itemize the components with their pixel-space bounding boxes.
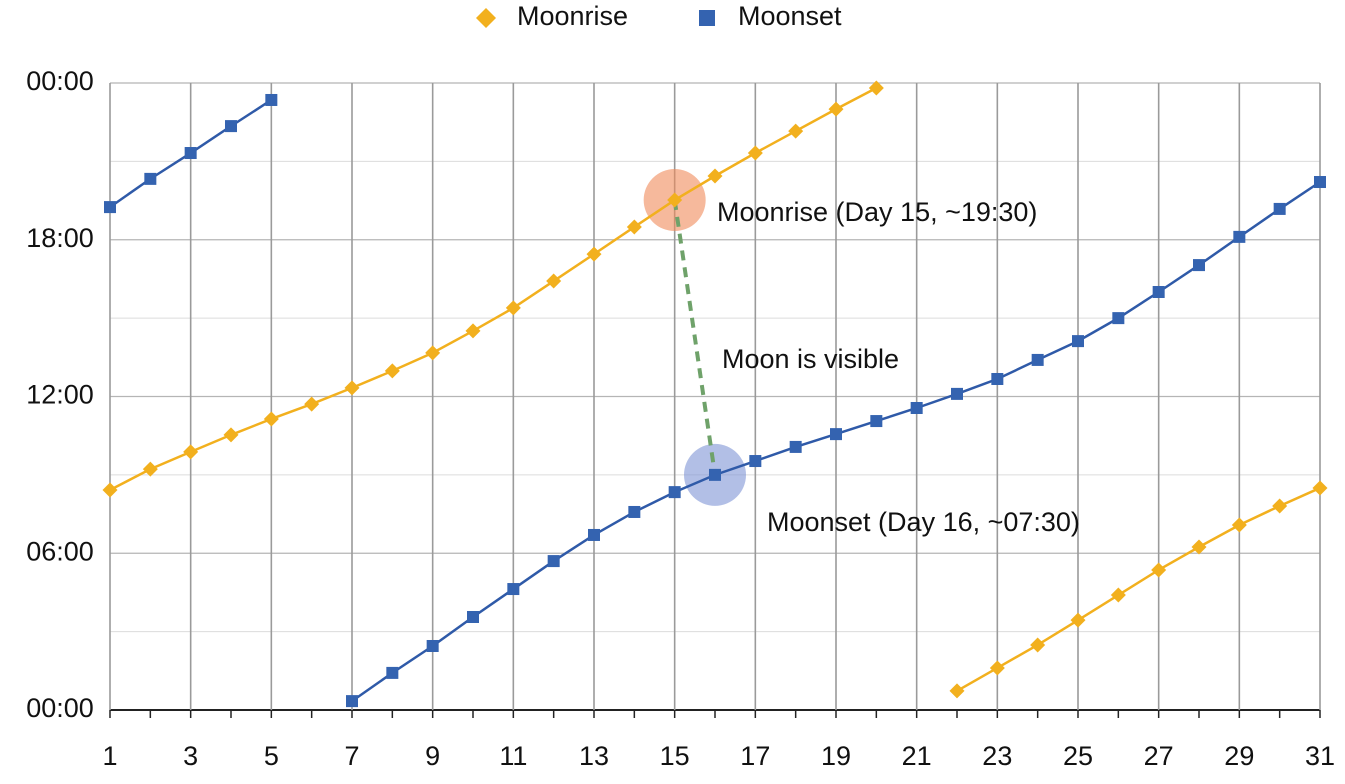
y-tick-label: 00:00: [26, 66, 94, 96]
x-tick-label: 25: [1063, 741, 1093, 771]
marker: [628, 505, 641, 518]
legend-label: Moonrise: [517, 1, 628, 31]
marker: [344, 380, 360, 396]
marker: [989, 660, 1005, 676]
annotation: Moonrise (Day 15, ~19:30): [717, 197, 1037, 227]
marker: [547, 555, 560, 568]
marker: [910, 401, 923, 414]
marker: [870, 415, 883, 428]
x-tick-label: 1: [102, 741, 117, 771]
visibility-connector: [672, 199, 717, 476]
marker: [1031, 353, 1044, 366]
marker: [1233, 230, 1246, 243]
y-tick-label: 00:00: [26, 693, 94, 723]
marker: [747, 145, 763, 161]
marker: [183, 444, 199, 460]
marker: [102, 482, 118, 498]
marker: [223, 427, 239, 443]
y-tick-label: 12:00: [26, 380, 94, 410]
marker: [1273, 202, 1286, 215]
marker: [626, 219, 642, 235]
marker: [668, 486, 681, 499]
marker: [386, 666, 399, 679]
marker: [426, 639, 439, 652]
marker: [667, 192, 683, 208]
marker: [1193, 259, 1205, 272]
series-line: [109, 86, 1321, 693]
marker: [144, 172, 157, 185]
marker: [467, 610, 479, 623]
marker: [1231, 517, 1247, 533]
marker: [1152, 286, 1165, 298]
marker: [868, 80, 884, 96]
marker: [1312, 480, 1328, 496]
marker: [1110, 587, 1126, 603]
y-tick-label: 18:00: [26, 223, 94, 253]
marker: [104, 201, 116, 214]
x-tick-label: 7: [344, 741, 359, 771]
y-tick-label: 06:00: [26, 536, 94, 566]
x-tick-label: 3: [183, 741, 198, 771]
marker: [1151, 562, 1167, 578]
marker: [828, 101, 844, 117]
marker: [788, 123, 804, 139]
marker: [346, 695, 358, 708]
marker: [1272, 498, 1288, 514]
marker: [1072, 335, 1084, 348]
marker: [951, 387, 963, 400]
marker: [586, 246, 602, 262]
x-tick-label: 9: [425, 741, 440, 771]
marker: [184, 147, 197, 160]
marker: [1112, 312, 1125, 325]
x-tick-label: 29: [1224, 741, 1254, 771]
x-tick-label: 21: [902, 741, 932, 771]
marker: [142, 461, 158, 477]
marker: [384, 363, 400, 379]
legend-marker: [699, 10, 715, 26]
marker: [1191, 539, 1207, 555]
marker: [263, 411, 279, 427]
legend-label: Moonset: [738, 1, 842, 31]
marker: [507, 583, 520, 596]
x-tick-label: 13: [579, 741, 609, 771]
x-tick-label: 15: [660, 741, 690, 771]
marker: [546, 273, 562, 289]
marker: [225, 120, 237, 133]
marker: [1030, 637, 1046, 653]
marker: [304, 396, 320, 412]
x-tick-label: 27: [1144, 741, 1174, 771]
marker: [830, 428, 842, 441]
series-line: [109, 98, 1321, 703]
annotation: Moonset (Day 16, ~07:30): [767, 507, 1080, 537]
x-tick-label: 11: [499, 741, 527, 771]
x-tick-label: 31: [1305, 741, 1335, 771]
x-tick-label: 17: [740, 741, 770, 771]
marker: [588, 528, 600, 541]
marker: [465, 323, 481, 339]
marker: [949, 683, 965, 699]
marker: [789, 440, 802, 453]
marker: [265, 93, 278, 106]
marker: [1070, 612, 1086, 628]
x-tick-label: 23: [982, 741, 1012, 771]
annotation: Moon is visible: [722, 344, 899, 374]
marker: [1314, 176, 1326, 189]
marker: [505, 300, 521, 316]
legend-marker: [476, 8, 496, 28]
marker: [709, 468, 721, 481]
marker: [749, 455, 762, 468]
marker: [707, 168, 723, 184]
x-tick-label: 5: [264, 741, 279, 771]
x-tick-label: 19: [821, 741, 851, 771]
marker: [425, 345, 441, 361]
marker: [991, 372, 1004, 385]
